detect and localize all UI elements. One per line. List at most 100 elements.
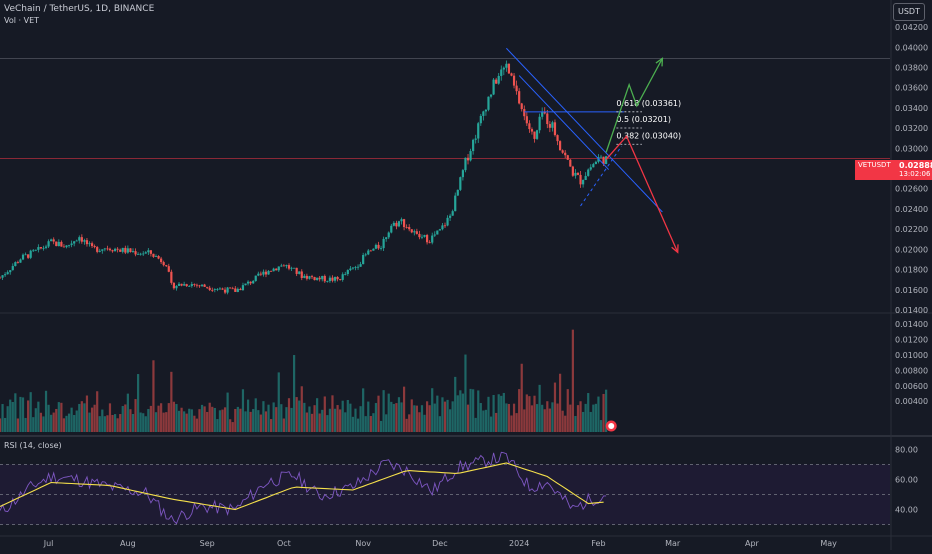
candle-body — [32, 250, 35, 252]
volume-axis-tick: 0.00600 — [895, 382, 928, 391]
candle-body — [16, 262, 20, 263]
volume-bar — [408, 414, 411, 432]
time-axis-tick: 2024 — [509, 539, 529, 548]
volume-bar — [39, 412, 43, 432]
candle-body — [34, 249, 37, 251]
volume-bar — [479, 403, 482, 432]
candle-body — [425, 235, 429, 243]
volume-bar — [78, 403, 81, 432]
volume-bar — [316, 398, 319, 432]
volume-bar — [461, 393, 465, 432]
volume-bar — [372, 413, 375, 432]
candle-body — [574, 172, 577, 176]
candle-body — [239, 288, 242, 291]
candle-body — [103, 248, 106, 250]
volume-bar — [346, 400, 349, 432]
rsi-axis-tick: 80.00 — [895, 446, 918, 455]
candle-body — [280, 265, 283, 267]
volume-bar — [246, 399, 250, 432]
volume-bar — [505, 403, 508, 432]
candle-body — [390, 225, 393, 233]
volume-bar — [101, 409, 104, 432]
candle-body — [497, 75, 500, 84]
volume-bar — [449, 409, 452, 432]
rsi-indicator-label[interactable]: RSI (14, close) — [4, 441, 62, 450]
volume-axis-tick: 0.00400 — [895, 397, 928, 406]
candle-body — [566, 155, 569, 160]
volume-bar — [425, 401, 429, 432]
candle-body — [129, 248, 132, 253]
channel-upper-line — [518, 75, 610, 170]
candle-body — [553, 122, 557, 136]
volume-bar — [582, 411, 585, 432]
volume-bar — [44, 390, 48, 432]
volume-bar — [564, 415, 567, 432]
candle-body — [195, 284, 199, 286]
volume-bar — [354, 408, 357, 432]
volume-bar — [323, 396, 326, 432]
candle-body — [293, 267, 296, 269]
volume-bar — [528, 396, 531, 432]
volume-bar — [431, 388, 434, 432]
volume-bar — [241, 389, 245, 432]
volume-bar — [19, 396, 22, 432]
candle-body — [413, 231, 416, 233]
price-axis-tick: 0.03600 — [895, 84, 928, 93]
fib-level-label: 0.618 (0.03361) — [616, 99, 681, 108]
volume-bar — [459, 390, 462, 432]
volume-bar — [492, 394, 495, 432]
currency-button[interactable]: USDT — [893, 3, 925, 21]
volume-bar — [602, 393, 605, 432]
volume-bar — [6, 406, 9, 432]
time-axis-tick: Apr — [745, 539, 760, 548]
volume-bar — [121, 406, 124, 432]
volume-bar — [374, 403, 378, 432]
price-badge-countdown: 13:02:06 — [899, 170, 931, 178]
candle-body — [523, 109, 526, 117]
volume-axis-tick: 0.01200 — [895, 336, 928, 345]
candle-body — [569, 159, 572, 167]
candle-body — [510, 73, 513, 76]
price-axis-tick: 0.03200 — [895, 124, 928, 133]
candle-body — [392, 222, 395, 226]
candle-body — [167, 266, 170, 272]
candle-body — [310, 276, 314, 278]
volume-bar — [326, 415, 329, 432]
candle-body — [134, 251, 137, 255]
candle-body — [124, 247, 127, 253]
volume-bar — [512, 403, 516, 432]
bullish-projection-arrow — [605, 57, 664, 153]
volume-bar — [298, 400, 301, 432]
candle-body — [21, 254, 25, 260]
candle-body — [428, 242, 431, 244]
volume-bar — [313, 405, 316, 432]
candle-body — [507, 63, 511, 74]
volume-bar — [571, 329, 574, 432]
volume-indicator-label[interactable]: Vol · VET — [4, 16, 40, 25]
volume-bar — [160, 403, 163, 432]
volume-bar — [597, 396, 600, 432]
candle-body — [277, 266, 280, 271]
candle-body — [116, 248, 119, 250]
volume-bar — [198, 409, 201, 432]
volume-bar — [218, 410, 222, 432]
volume-bar — [451, 401, 454, 432]
volume-bar — [525, 394, 528, 432]
rsi-axis-tick: 60.00 — [895, 476, 918, 485]
volume-bar — [149, 405, 152, 432]
candle-body — [244, 283, 247, 286]
volume-bar — [269, 419, 273, 432]
candle-body — [213, 289, 216, 291]
candle-body — [37, 247, 40, 250]
candle-body — [492, 79, 495, 95]
candle-body — [328, 277, 332, 282]
volume-bar — [464, 354, 467, 432]
time-axis-tick: Oct — [277, 539, 291, 548]
candle-body — [589, 167, 592, 170]
support-dashed-line — [580, 146, 622, 207]
candle-body — [349, 268, 352, 271]
candle-body — [418, 233, 421, 238]
candle-body — [479, 115, 482, 124]
bearish-projection-arrow — [605, 134, 679, 254]
